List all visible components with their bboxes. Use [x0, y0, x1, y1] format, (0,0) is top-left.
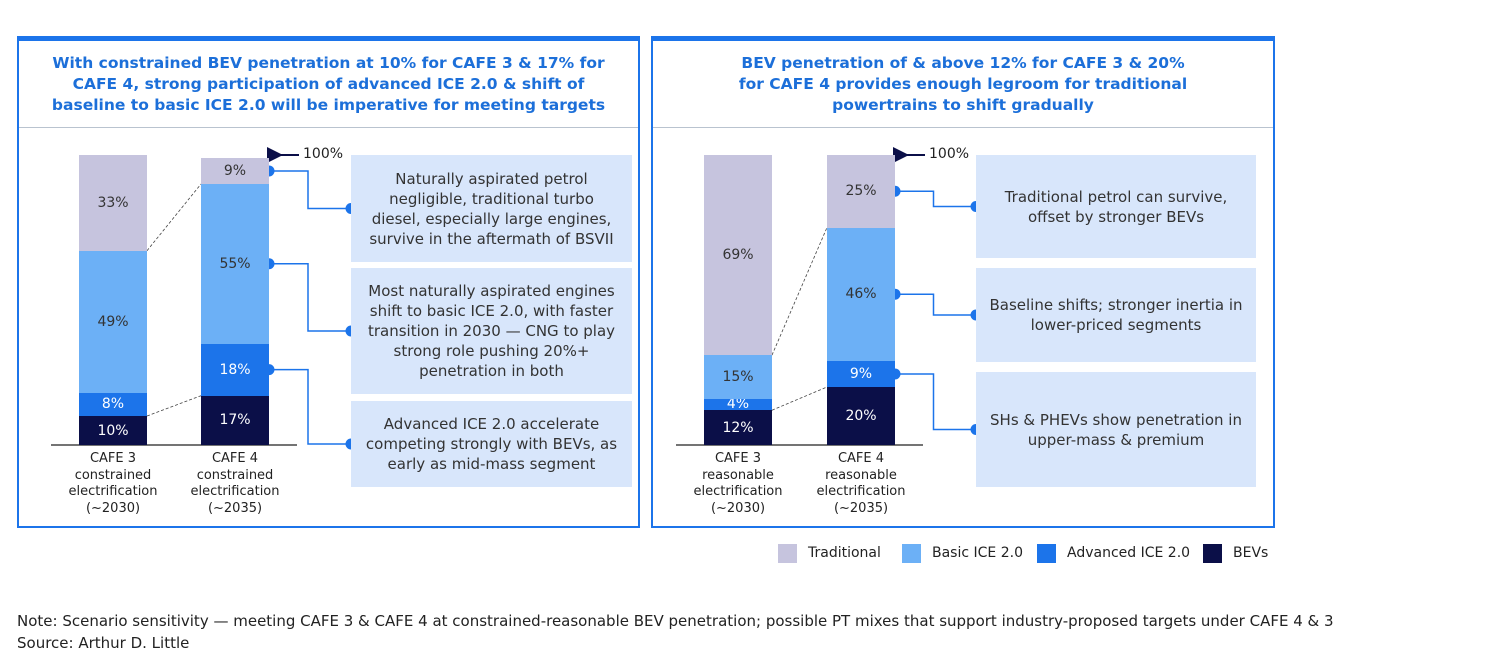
data-label: 33% — [97, 194, 129, 211]
legend-label: Basic ICE 2.0 — [932, 545, 1023, 561]
legend-swatch — [778, 544, 797, 563]
bar-segment — [827, 360, 895, 387]
data-label: 15% — [722, 368, 754, 385]
bar-segment — [704, 155, 772, 356]
data-label: 69% — [722, 247, 754, 264]
bar-segment — [827, 387, 895, 445]
x-tick-label: CAFE 4 reasonable electrification (~2035… — [816, 451, 906, 516]
callout: Advanced ICE 2.0 accelerate competing st… — [351, 401, 632, 487]
legend-swatch — [1203, 544, 1222, 563]
bar-segment — [201, 343, 269, 396]
legend-label: Advanced ICE 2.0 — [1067, 545, 1191, 561]
data-label: 46% — [845, 286, 877, 303]
tick-label: 100% — [303, 146, 344, 162]
bar-segment — [79, 155, 147, 251]
data-label: 12% — [722, 419, 754, 436]
legend-swatch — [1037, 544, 1056, 563]
source: Source: Arthur D. Little — [17, 634, 190, 652]
bar-segment — [79, 416, 147, 445]
legend-swatch — [902, 544, 921, 563]
x-tick-label: CAFE 3 reasonable electrification (~2030… — [693, 451, 783, 516]
data-label: 8% — [101, 396, 125, 413]
data-label: 20% — [845, 408, 877, 424]
bar-segment — [201, 395, 269, 445]
chart-title: With constrained BEV penetration at 10% … — [51, 54, 606, 114]
callout-connector — [895, 293, 976, 316]
data-label: 55% — [219, 255, 251, 272]
bar-segment — [79, 392, 147, 416]
bar-segment — [201, 184, 269, 344]
data-label: 49% — [97, 313, 129, 330]
panel — [17, 36, 640, 528]
chart-title: BEV penetration of & above 12% for CAFE … — [738, 54, 1188, 114]
panel — [651, 36, 1275, 528]
bar-segment — [827, 227, 895, 361]
bar-segment — [827, 155, 895, 228]
callout: SHs & PHEVs show penetration in upper-ma… — [976, 372, 1256, 487]
data-label: 4% — [726, 396, 750, 413]
bar-segment — [79, 250, 147, 393]
callout: Traditional petrol can survive, offset b… — [976, 155, 1256, 258]
data-label: 25% — [845, 183, 877, 200]
legend-label: BEVs — [1233, 545, 1269, 561]
callout: Baseline shifts; stronger inertia in low… — [976, 268, 1256, 362]
bar-segment — [704, 398, 772, 411]
data-label: 17% — [219, 412, 251, 429]
callout-connector — [269, 263, 351, 332]
title-divider — [653, 127, 1273, 128]
data-label: 9% — [223, 162, 247, 179]
legend-label: Traditional — [808, 545, 881, 561]
callout-connector — [269, 368, 351, 445]
callout-connector — [895, 373, 976, 431]
data-label: 9% — [849, 365, 873, 382]
data-label: 18% — [219, 361, 251, 378]
callout-connector — [895, 190, 976, 208]
bar-connector — [771, 227, 828, 356]
x-tick-label: CAFE 4 constrained electrification (~203… — [190, 451, 280, 516]
note: Note: Scenario sensitivity — meeting CAF… — [17, 612, 1334, 630]
tick-label: 100% — [929, 146, 970, 162]
bar-segment — [704, 410, 772, 445]
bar-segment — [704, 355, 772, 399]
bar-segment — [201, 157, 269, 184]
callout: Most naturally aspirated engines shift t… — [351, 268, 632, 394]
bar-connector — [146, 183, 202, 251]
title-divider — [19, 127, 638, 128]
x-tick-label: CAFE 3 constrained electrification (~203… — [68, 451, 158, 516]
callout: Naturally aspirated petrol negligible, t… — [351, 155, 632, 262]
data-label: 10% — [97, 422, 129, 439]
callout-connector — [269, 170, 351, 210]
